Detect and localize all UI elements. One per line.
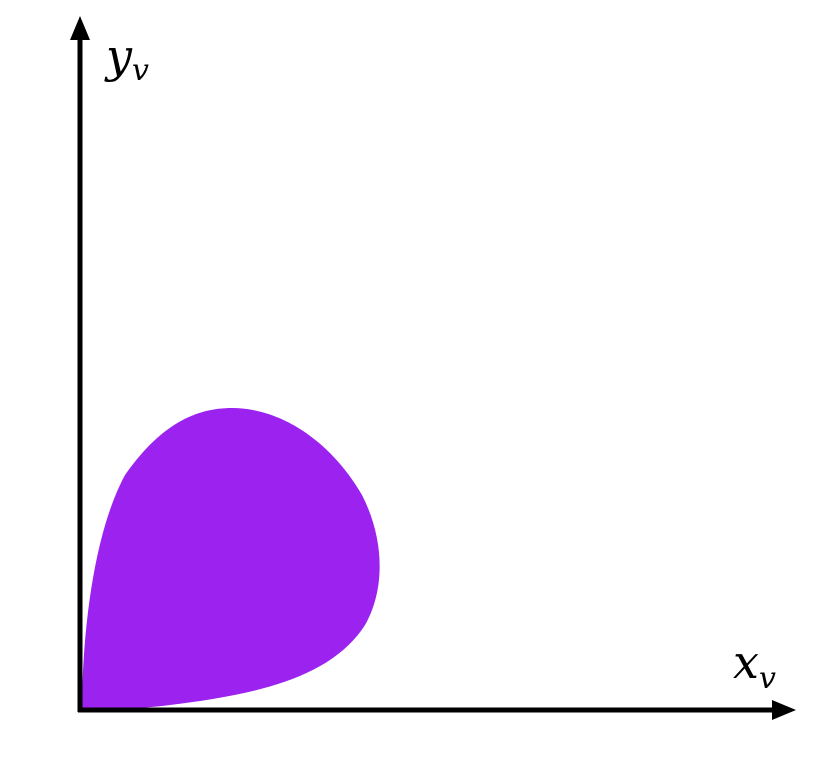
- shaded-region: [82, 408, 380, 710]
- y-axis-label: yv: [104, 29, 149, 88]
- y-axis-arrowhead: [70, 16, 90, 40]
- y-axis-label-base: y: [104, 29, 133, 83]
- x-axis-label-base: x: [733, 635, 759, 689]
- x-axis-arrowhead: [772, 700, 796, 720]
- x-axis-label: xv: [733, 635, 776, 696]
- x-axis-label-subscript: v: [759, 661, 776, 696]
- y-axis-label-subscript: v: [132, 53, 149, 88]
